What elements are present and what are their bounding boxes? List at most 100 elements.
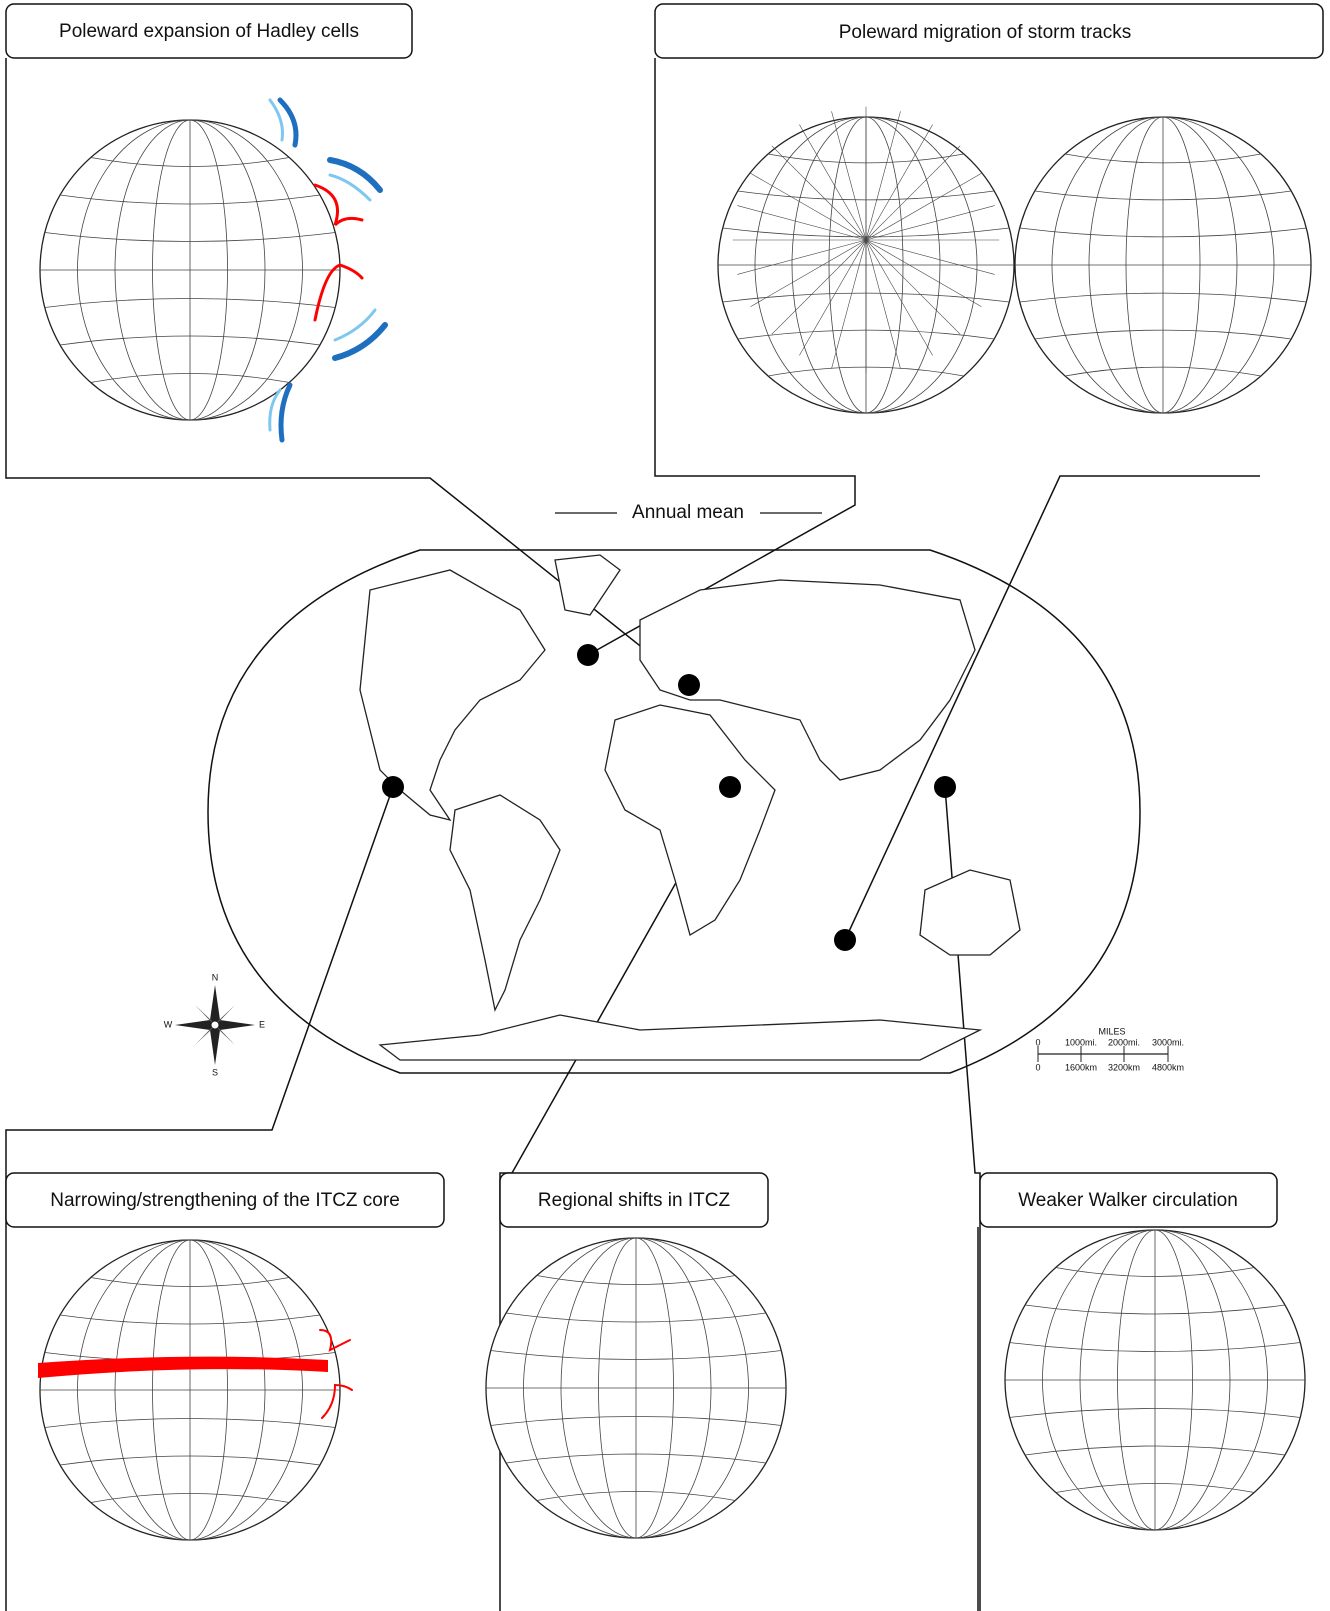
arrow	[319, 1329, 351, 1352]
globes	[38, 106, 1312, 1541]
parallel	[90, 1277, 290, 1287]
scale-label: 2000mi.	[1108, 1037, 1140, 1047]
arrow	[268, 98, 284, 142]
arrow	[321, 1383, 353, 1419]
parallel	[90, 157, 290, 167]
scale-label: 3200km	[1108, 1062, 1140, 1072]
parallel	[506, 1312, 766, 1323]
eurasia	[639, 579, 976, 781]
scale-label: 4800km	[1152, 1062, 1184, 1072]
connector	[587, 58, 856, 656]
arrow	[278, 382, 293, 443]
parallel	[1025, 1445, 1285, 1456]
polar-meridian	[750, 173, 867, 241]
panel-title: Weaker Walker circulation	[1018, 1190, 1238, 1211]
parallel	[44, 232, 336, 242]
polar-meridian	[771, 239, 867, 335]
polar-meridian	[831, 111, 867, 241]
arrow	[333, 308, 377, 342]
parallel	[60, 194, 320, 205]
polar-meridian	[865, 239, 995, 275]
marker	[382, 776, 404, 798]
panel-title: Narrowing/strengthening of the ITCZ core	[50, 1190, 400, 1211]
panel-title: Poleward migration of storm tracks	[839, 22, 1132, 43]
marker	[678, 674, 700, 696]
parallel	[60, 335, 320, 346]
compass-e: E	[259, 1019, 265, 1029]
polar-meridian	[865, 173, 982, 241]
panel-title-box	[979, 1172, 1278, 1228]
panel-title-box	[5, 1172, 445, 1228]
polar-meridian	[799, 124, 867, 241]
scale-unit: MILES	[1098, 1026, 1125, 1036]
connector	[944, 786, 981, 1611]
connector	[5, 786, 394, 1611]
compass-w: W	[164, 1019, 173, 1029]
parallel	[490, 1350, 782, 1360]
parallel	[1019, 292, 1307, 303]
polar-meridian	[799, 239, 867, 356]
polar-meridian	[831, 239, 867, 369]
arrow	[328, 173, 372, 202]
parallel	[1025, 1304, 1285, 1315]
polar-meridian	[865, 145, 961, 241]
parallel	[1009, 1408, 1301, 1418]
parallel	[490, 1416, 782, 1426]
marker	[834, 929, 856, 951]
polar-meridian	[865, 239, 982, 307]
parallel	[1065, 366, 1261, 377]
greenland	[554, 554, 621, 616]
parallel	[536, 1275, 736, 1285]
parallel	[60, 1455, 320, 1466]
globe	[485, 1237, 787, 1539]
arrow	[313, 263, 364, 322]
scale-label: 3000mi.	[1152, 1037, 1184, 1047]
polar-meridian	[750, 239, 867, 307]
parallel	[536, 1491, 736, 1501]
compass: N S W E	[164, 972, 265, 1077]
parallel	[1019, 227, 1307, 238]
polar-meridian	[865, 239, 901, 369]
polar-meridian	[865, 124, 933, 241]
scale-label: 0	[1035, 1062, 1040, 1072]
parallel	[44, 298, 336, 308]
parallel	[44, 1418, 336, 1428]
globe	[39, 119, 341, 421]
panel-title: Regional shifts in ITCZ	[538, 1190, 731, 1211]
markers	[382, 644, 956, 951]
parallel	[1034, 329, 1292, 340]
polar-meridian	[737, 205, 867, 241]
panel-title-box	[499, 1172, 769, 1228]
antarctica	[378, 1014, 983, 1061]
polar-meridian	[771, 145, 867, 241]
connector	[844, 475, 1260, 941]
scale-bar: MILES 0 0 1000mi. 1600km 2000mi. 3200km 3000mi…	[1035, 1026, 1184, 1072]
parallel	[1065, 153, 1261, 164]
north-america	[359, 569, 546, 822]
polar-meridian	[865, 239, 933, 356]
compass-s: S	[212, 1067, 218, 1077]
panel-title: Poleward expansion of Hadley cells	[59, 21, 359, 42]
parallel	[90, 373, 290, 383]
parallel	[60, 1314, 320, 1325]
arrow	[332, 322, 388, 361]
panel-title-box	[5, 3, 413, 59]
arrow	[313, 183, 364, 227]
arrow	[277, 97, 299, 148]
panel-title-box	[654, 3, 1324, 59]
globe	[1004, 1229, 1306, 1531]
australia	[919, 869, 1021, 956]
parallel	[1009, 1342, 1301, 1352]
africa	[604, 704, 776, 936]
circulation-arrows	[268, 97, 388, 1419]
polar-meridian	[865, 111, 901, 241]
scale-label: 1600km	[1065, 1062, 1097, 1072]
polar-meridian	[865, 239, 961, 335]
marker	[719, 776, 741, 798]
south-america	[449, 794, 561, 1012]
arrow	[268, 388, 282, 432]
parallel	[1055, 1483, 1255, 1493]
scale-label: 0	[1035, 1037, 1040, 1047]
map-title: Annual mean	[632, 502, 744, 523]
